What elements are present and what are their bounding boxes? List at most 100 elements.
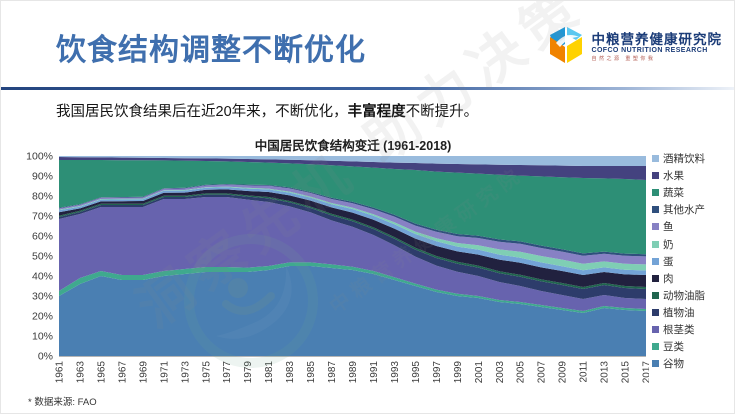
y-tick-label: 10% bbox=[32, 331, 53, 343]
legend-item-alcohol: 酒精饮料 bbox=[652, 150, 705, 167]
legend-item-milk: 奶 bbox=[652, 235, 705, 252]
legend-label-fruit: 水果 bbox=[663, 170, 684, 183]
area-vegetables bbox=[59, 160, 646, 255]
x-tick-label: 1995 bbox=[411, 361, 422, 384]
legend-label-vegetable-oil: 植物油 bbox=[663, 306, 695, 319]
y-tick-label: 70% bbox=[32, 211, 53, 223]
x-tick-label: 1997 bbox=[432, 361, 443, 384]
x-tick-label: 1985 bbox=[306, 361, 317, 384]
page-title: 饮食结构调整不断优化 bbox=[56, 34, 366, 67]
legend-item-other-aquatic: 其他水产 bbox=[652, 201, 705, 218]
legend-swatch-milk bbox=[652, 240, 659, 248]
y-tick-label: 90% bbox=[32, 171, 53, 183]
logo-cn-name: 中粮营养健康研究院 bbox=[591, 31, 722, 47]
legend-swatch-cereals bbox=[652, 360, 659, 368]
x-tick-label: 1975 bbox=[201, 361, 212, 384]
legend-swatch-fish bbox=[652, 223, 659, 231]
x-tick-label: 2005 bbox=[516, 361, 527, 384]
logo-en-name: COFCO NUTRITION RESEARCH bbox=[591, 47, 708, 55]
legend-swatch-alcohol bbox=[652, 155, 659, 163]
legend-label-cereals: 谷物 bbox=[663, 358, 684, 371]
x-tick-label: 2011 bbox=[579, 361, 590, 383]
legend-swatch-meat bbox=[652, 274, 659, 282]
x-tick-label: 2013 bbox=[600, 361, 611, 384]
x-tick-label: 1981 bbox=[264, 361, 275, 384]
stacked-area-chart: 0% 10% 20% 30% 40% 50% 60% 70% 80% 90% 100% 1961 196… bbox=[26, 151, 650, 384]
legend-swatch-animal-fat bbox=[652, 291, 659, 299]
legend-item-fruit: 水果 bbox=[652, 167, 705, 184]
logo-text: 中粮营养健康研究院 COFCO NUTRITION RESEARCH 自然之源 … bbox=[592, 32, 723, 63]
legend-item-meat: 肉 bbox=[652, 270, 705, 287]
legend-swatch-vegetables bbox=[652, 189, 659, 197]
x-tick-label: 1987 bbox=[327, 361, 338, 384]
x-tick-label: 1977 bbox=[222, 361, 233, 384]
x-tick-label: 2009 bbox=[558, 361, 569, 384]
x-tick-label: 1989 bbox=[348, 361, 359, 384]
x-tick-label: 1967 bbox=[117, 361, 128, 384]
legend-item-vegetables: 蔬菜 bbox=[652, 184, 705, 201]
area-beans bbox=[59, 262, 646, 313]
x-tick-label: 1971 bbox=[159, 361, 170, 384]
area-milk bbox=[59, 186, 646, 271]
legend-swatch-beans bbox=[652, 343, 659, 351]
chart-legend: 酒精饮料水果蔬菜其他水产鱼奶蛋肉动物油脂植物油根茎类豆类谷物 bbox=[652, 150, 705, 372]
x-tick-label: 1983 bbox=[285, 361, 296, 384]
legend-label-animal-fat: 动物油脂 bbox=[663, 289, 705, 302]
legend-item-cereals: 谷物 bbox=[652, 355, 705, 372]
legend-item-egg: 蛋 bbox=[652, 253, 705, 270]
subtitle-prefix: 我国居民饮食结果后在近20年来，不断优化， bbox=[56, 104, 348, 120]
y-tick-label: 30% bbox=[32, 291, 53, 303]
x-tick-label: 1969 bbox=[138, 361, 149, 384]
x-tick-label: 1991 bbox=[369, 361, 380, 384]
logo-tagline: 自然之源 重塑你我 bbox=[591, 56, 656, 63]
y-tick-label: 20% bbox=[32, 311, 53, 323]
legend-label-other-aquatic: 其他水产 bbox=[663, 204, 705, 217]
y-tick-label: 60% bbox=[32, 231, 53, 243]
x-tick-label: 1965 bbox=[96, 361, 107, 384]
x-tick-label: 1961 bbox=[55, 361, 66, 384]
area-vegetable-oil bbox=[59, 194, 646, 299]
x-tick-label: 1979 bbox=[243, 361, 254, 384]
x-tick-label: 2015 bbox=[621, 361, 632, 384]
legend-swatch-other-aquatic bbox=[652, 206, 659, 214]
area-alcohol bbox=[59, 156, 646, 166]
x-tick-label: 2017 bbox=[642, 361, 650, 384]
y-tick-label: 40% bbox=[32, 271, 53, 283]
legend-item-tubers: 根茎类 bbox=[652, 321, 705, 338]
legend-label-egg: 蛋 bbox=[663, 255, 674, 268]
legend-swatch-tubers bbox=[652, 325, 659, 333]
legend-item-fish: 鱼 bbox=[652, 218, 705, 235]
x-tick-label: 1973 bbox=[180, 361, 191, 384]
legend-swatch-fruit bbox=[652, 172, 659, 180]
legend-item-animal-fat: 动物油脂 bbox=[652, 287, 705, 304]
cofco-cube-icon bbox=[546, 23, 586, 72]
area-fruit bbox=[59, 157, 646, 180]
y-tick-label: 50% bbox=[32, 251, 53, 263]
subtitle-suffix: 不断提升。 bbox=[405, 104, 479, 120]
cofco-logo: 中粮营养健康研究院 COFCO NUTRITION RESEARCH 自然之源 … bbox=[546, 23, 723, 72]
y-tick-label: 80% bbox=[32, 191, 53, 203]
legend-label-beans: 豆类 bbox=[663, 341, 684, 354]
legend-label-fish: 鱼 bbox=[663, 221, 674, 234]
area-tubers bbox=[59, 197, 646, 311]
legend-label-milk: 奶 bbox=[663, 238, 674, 251]
x-tick-label: 1999 bbox=[453, 361, 464, 384]
legend-swatch-egg bbox=[652, 257, 659, 265]
area-meat bbox=[59, 189, 646, 287]
legend-swatch-vegetable-oil bbox=[652, 308, 659, 316]
legend-item-beans: 豆类 bbox=[652, 338, 705, 355]
legend-label-tubers: 根茎类 bbox=[663, 323, 695, 336]
header-divider bbox=[1, 87, 734, 90]
x-tick-label: 2001 bbox=[474, 361, 485, 384]
area-cereals bbox=[59, 266, 646, 356]
x-tick-label: 1963 bbox=[76, 361, 87, 384]
x-tick-label: 2007 bbox=[537, 361, 548, 384]
legend-label-vegetables: 蔬菜 bbox=[663, 187, 684, 200]
legend-item-vegetable-oil: 植物油 bbox=[652, 304, 705, 321]
x-tick-label: 1993 bbox=[390, 361, 401, 384]
y-tick-label: 100% bbox=[26, 151, 53, 163]
legend-label-meat: 肉 bbox=[663, 272, 674, 285]
x-tick-label: 2003 bbox=[495, 361, 506, 384]
y-tick-label: 0% bbox=[38, 351, 53, 363]
